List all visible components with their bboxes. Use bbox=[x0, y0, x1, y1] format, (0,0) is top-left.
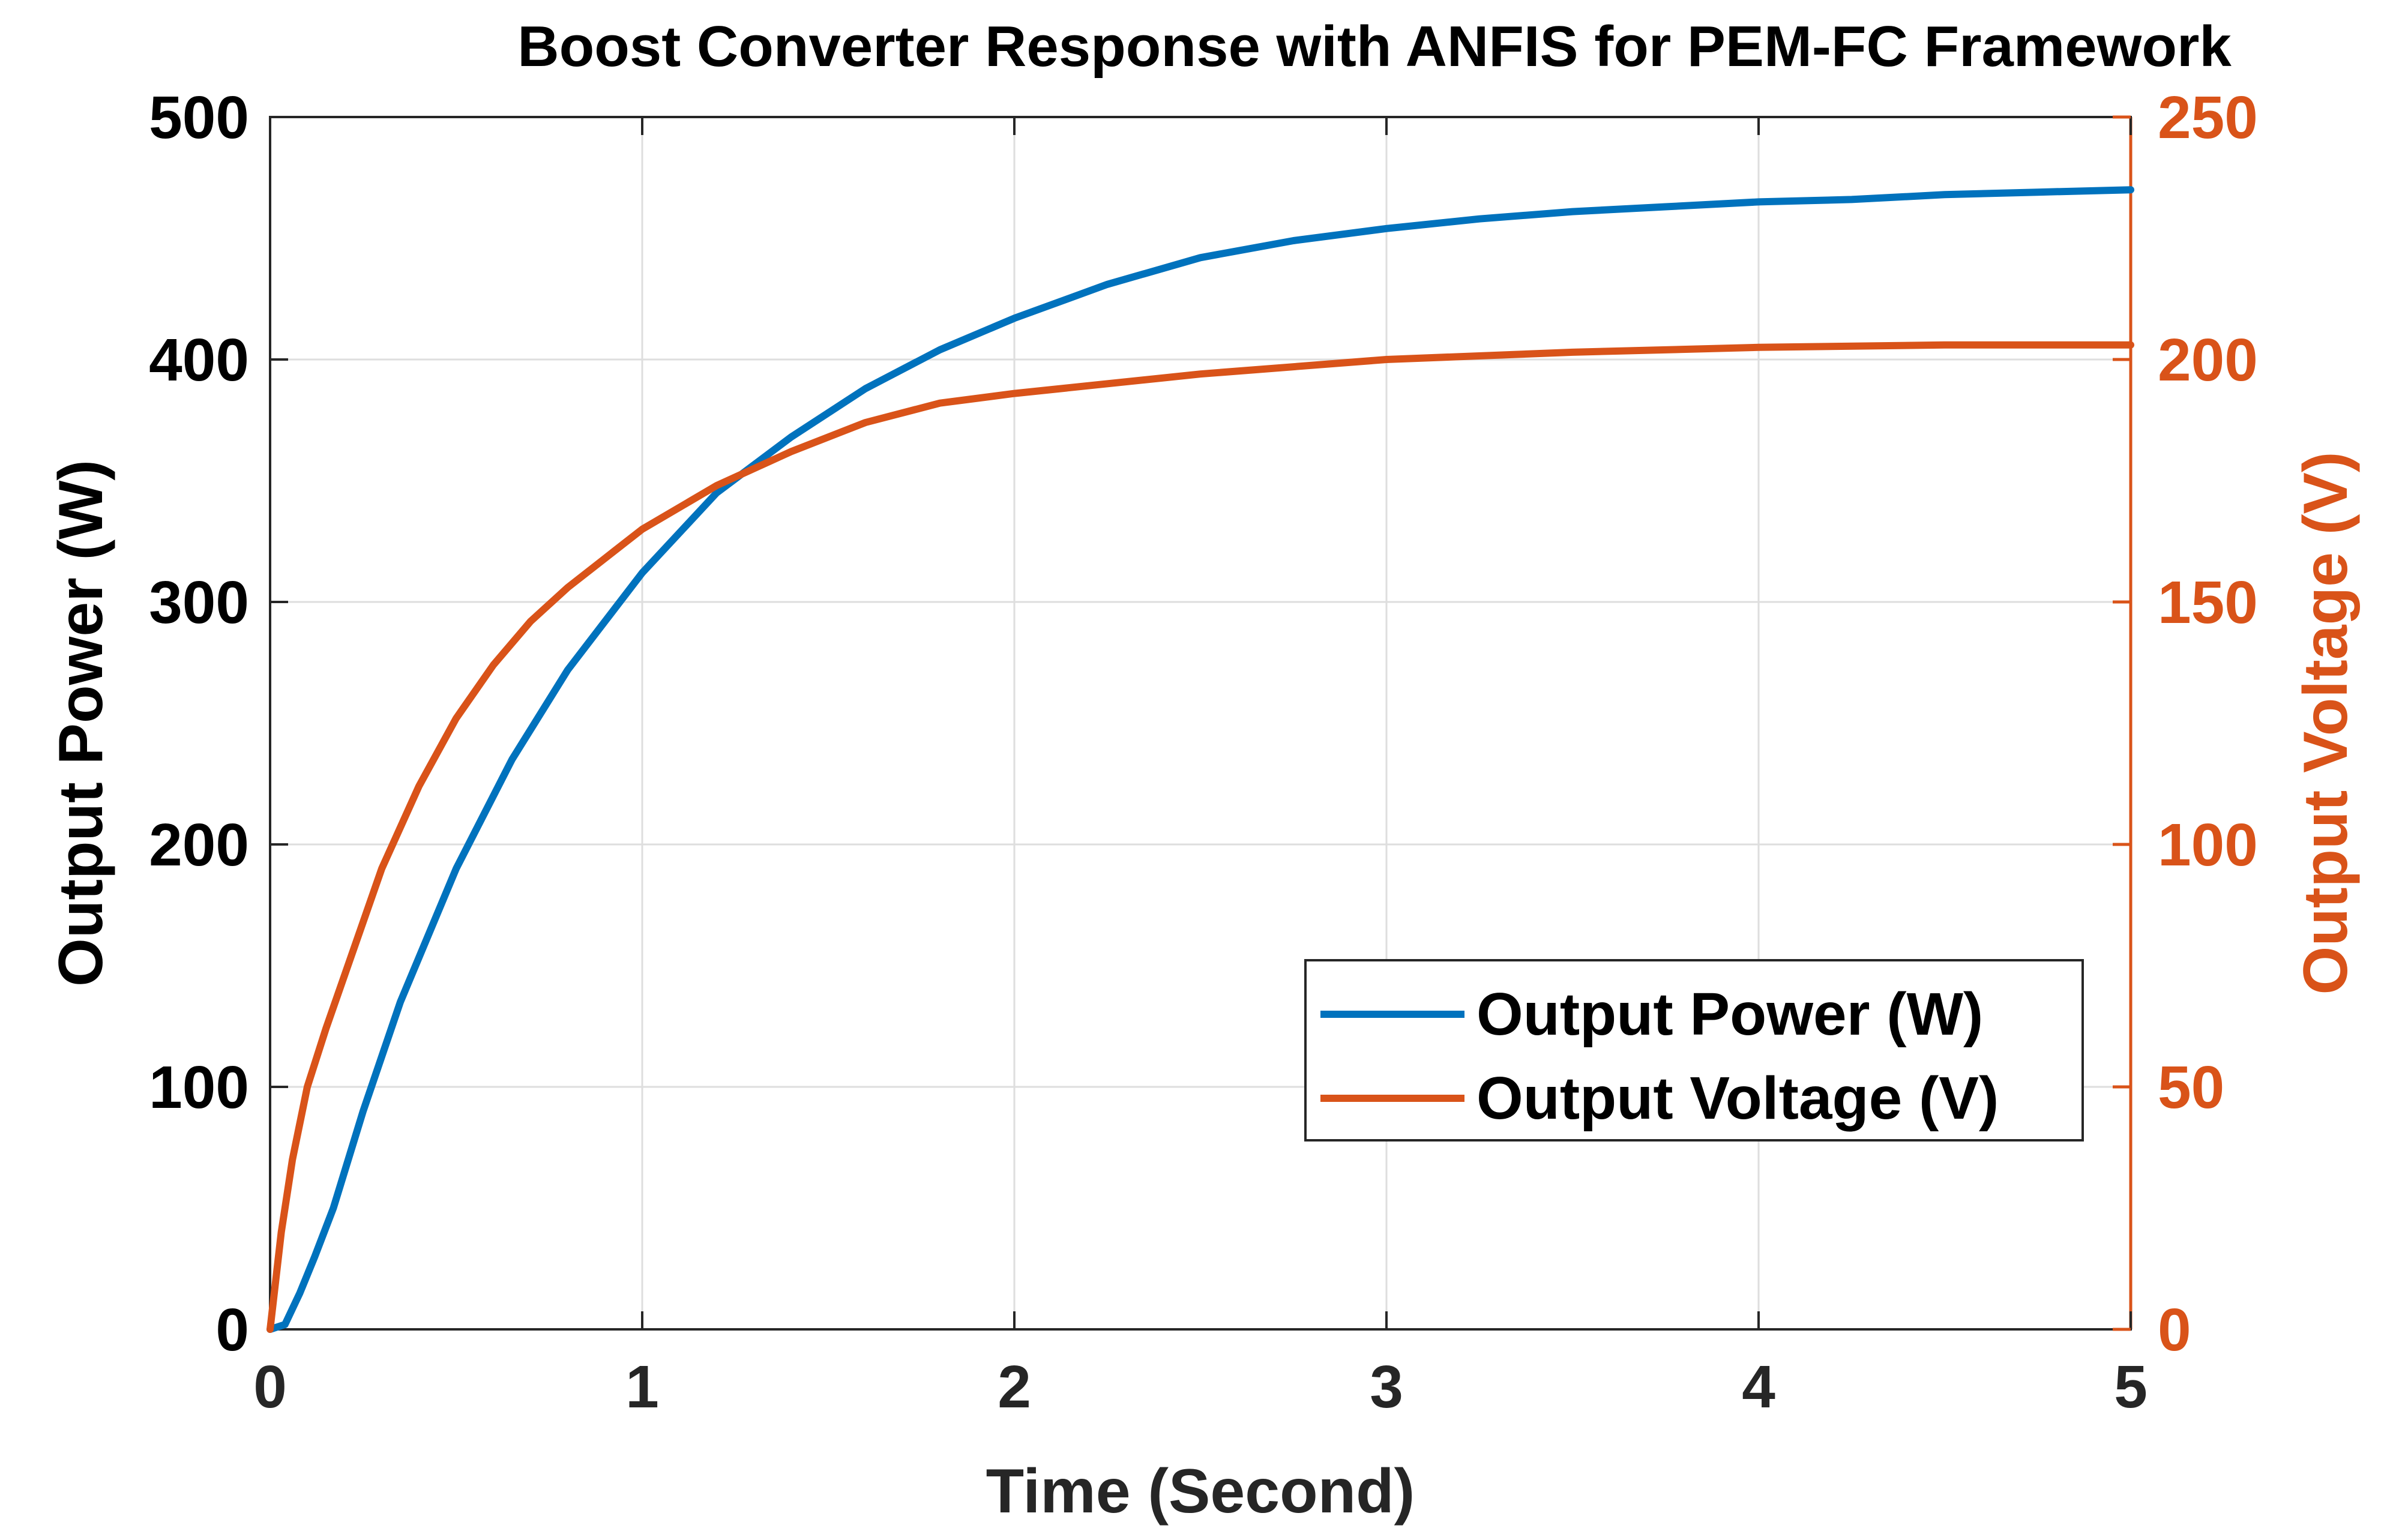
x-tick-label: 3 bbox=[1370, 1353, 1403, 1421]
series-line-output-power bbox=[266, 186, 2134, 1333]
chart-title: Boost Converter Response with ANFIS for … bbox=[517, 14, 2232, 79]
right-y-axis-label: Output Voltage (V) bbox=[2291, 451, 2361, 994]
legend-label-output-power: Output Power (W) bbox=[1476, 981, 1983, 1048]
left-y-tick-label: 100 bbox=[149, 1054, 249, 1121]
left-y-tick-label: 400 bbox=[149, 326, 249, 394]
legend-label-output-voltage: Output Voltage (V) bbox=[1476, 1065, 1999, 1132]
right-y-tick-label: 150 bbox=[2158, 569, 2258, 636]
left-y-tick-label: 300 bbox=[149, 569, 249, 636]
left-y-tick-label: 0 bbox=[215, 1296, 249, 1364]
x-tick-label: 2 bbox=[998, 1353, 1031, 1421]
series-line-output-voltage bbox=[266, 341, 2134, 1333]
right-y-tick-label: 200 bbox=[2158, 326, 2258, 394]
left-y-axis-label: Output Power (W) bbox=[46, 460, 116, 987]
legend-box bbox=[1304, 959, 2084, 1141]
x-tick-label: 5 bbox=[2114, 1353, 2148, 1421]
right-y-tick-label: 0 bbox=[2158, 1296, 2191, 1364]
left-y-tick-label: 200 bbox=[149, 811, 249, 879]
series-lines bbox=[266, 186, 2134, 1333]
x-tick-label: 1 bbox=[625, 1353, 659, 1421]
right-y-tick-label: 250 bbox=[2158, 84, 2258, 151]
left-y-tick-label: 500 bbox=[149, 84, 249, 151]
legend: Output Power (W) Output Voltage (V) bbox=[1304, 959, 2084, 1141]
x-tick-label: 0 bbox=[253, 1353, 287, 1421]
x-axis-label: Time (Second) bbox=[986, 1457, 1415, 1526]
x-tick-label: 4 bbox=[1742, 1353, 1775, 1421]
right-y-tick-label: 100 bbox=[2158, 811, 2258, 879]
right-y-tick-label: 50 bbox=[2158, 1054, 2224, 1121]
